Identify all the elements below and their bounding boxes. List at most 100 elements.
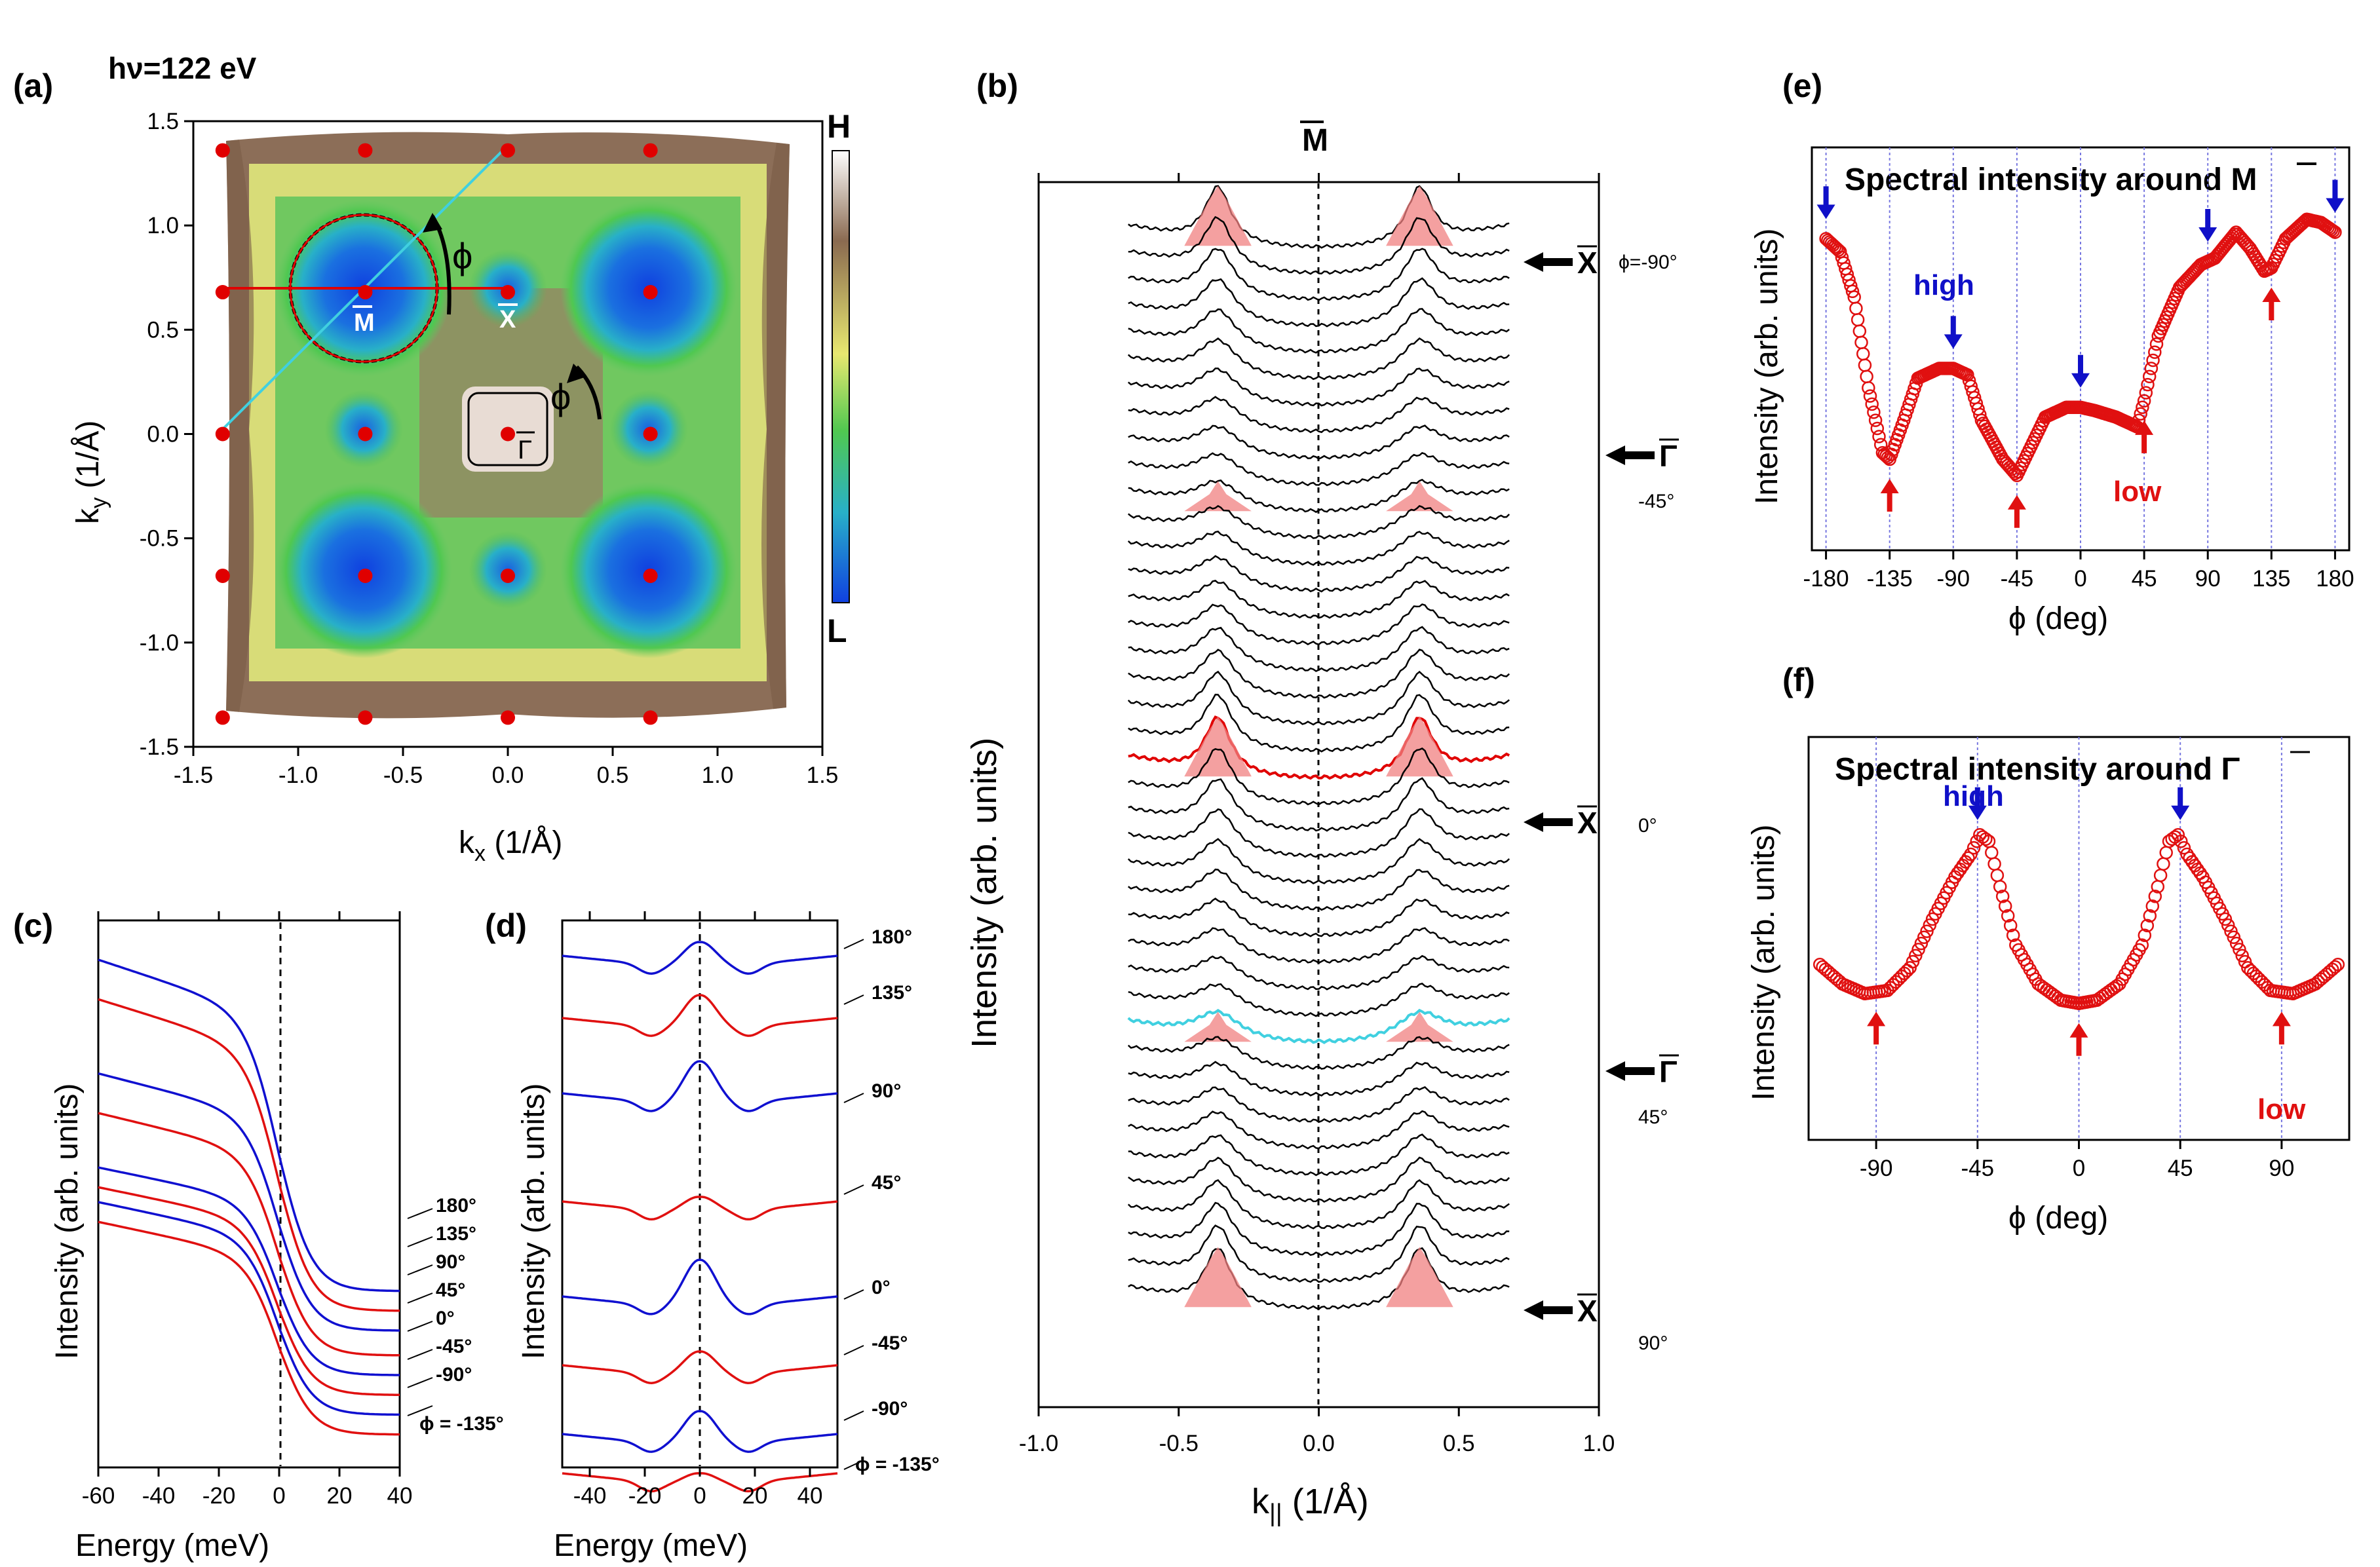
- d-curve-3: [562, 1196, 838, 1221]
- b-peak-fill-40-0: [1184, 1247, 1252, 1308]
- f-low-arrow-0: [1867, 1011, 1886, 1045]
- d-label-pointer-4: [843, 1289, 864, 1300]
- e-point-183: [2134, 407, 2147, 421]
- e-point-182: [2132, 413, 2146, 427]
- panel-e-data-points: [1819, 212, 2342, 483]
- d-curve-label-2: 90°: [872, 1080, 901, 1102]
- e-point-27: [1867, 405, 1881, 419]
- e-point-88: [1973, 407, 1987, 422]
- m-point-label: M: [354, 309, 375, 337]
- b-angle-label-4: 90°: [1638, 1332, 1668, 1354]
- f-point-35: [1911, 943, 1925, 956]
- panel-b-annotations: X Γ X Γ Xϕ=-90° -45° 0° 45° 90°: [1524, 245, 1679, 1354]
- lattice-point-3: [643, 143, 658, 158]
- b-curve-7: [1128, 396, 1510, 434]
- a-xtick-label-3: 0.0: [492, 763, 524, 788]
- f-xtick-label-2: 0: [2073, 1156, 2085, 1181]
- b-curve-28: [1128, 954, 1510, 991]
- c-curve-1: [98, 998, 400, 1312]
- e-point-18: [1851, 312, 1865, 327]
- e-point-24: [1862, 381, 1875, 395]
- panel-c-ylabel: Intensity (arb. units): [50, 1084, 85, 1360]
- panel-e-markers: [1816, 179, 2345, 528]
- b-curve-3: [1128, 277, 1510, 328]
- lattice-points: [215, 143, 658, 725]
- e-high-arrow-1: [1944, 316, 1963, 349]
- colorbar: [832, 150, 850, 603]
- c-label-pointer-2: [407, 1264, 433, 1275]
- e-low-arrow-0: [1880, 479, 1899, 512]
- d-xtick-label-0: -40: [573, 1483, 607, 1509]
- a-ytick-label-0: -1.5: [140, 734, 179, 760]
- f-point-130: [2174, 834, 2188, 848]
- c-xtick-label-1: -40: [142, 1483, 176, 1509]
- f-point-125: [2159, 846, 2173, 859]
- e-point-187: [2141, 377, 2155, 392]
- f-point-54: [1964, 847, 1978, 861]
- lattice-point-7: [643, 285, 658, 300]
- b-curve-30: [1127, 1008, 1510, 1044]
- lattice-point-6: [501, 285, 515, 300]
- b-curve-5: [1127, 337, 1510, 381]
- e-point-191: [2148, 345, 2162, 359]
- panel-b-label: (b): [976, 67, 1018, 104]
- f-point-149: [2227, 930, 2241, 945]
- d-label-pointer-7: [843, 1460, 864, 1470]
- b-curve-31: [1127, 1036, 1510, 1070]
- e-point-190: [2146, 353, 2160, 368]
- lattice-point-9: [358, 426, 373, 442]
- b-xtick-label-0: -1.0: [1019, 1431, 1058, 1456]
- f-xtick-label-3: 45: [2168, 1156, 2193, 1181]
- f-point-119: [2143, 909, 2157, 923]
- panel-f-data-points: [1813, 828, 2345, 1010]
- b-xtick-label-4: 1.0: [1583, 1431, 1615, 1456]
- e-high-arrow-3: [2198, 209, 2217, 242]
- lattice-point-18: [501, 710, 515, 725]
- c-xtick-label-3: 0: [273, 1483, 285, 1509]
- b-arrow-label-3: Γ: [1659, 1055, 1678, 1089]
- b-angle-label-2: 0°: [1638, 815, 1657, 837]
- b-peak-fill-30-1: [1386, 1011, 1453, 1042]
- panel-a-y-ticks: -1.5 -1.0 -0.5 0.0 0.5 1.0 1.5: [140, 109, 193, 760]
- panel-e-ylabel: Intensity (arb. units): [1750, 229, 1784, 505]
- b-curve-4: [1128, 308, 1510, 354]
- a-xtick-label-0: -1.5: [174, 763, 213, 788]
- b-curve-8: [1128, 425, 1510, 460]
- d-curve-label-5: -45°: [872, 1332, 908, 1354]
- b-curve-16: [1128, 626, 1510, 672]
- panel-e-label: (e): [1782, 67, 1822, 104]
- d-xtick-label-2: 0: [693, 1483, 706, 1509]
- b-curve-19: [1128, 694, 1510, 753]
- panel-c-frame: [97, 919, 401, 1469]
- d-curve-5: [562, 1350, 838, 1384]
- b-peak-fill-0-0: [1184, 185, 1252, 246]
- e-point-15: [1845, 284, 1860, 299]
- e-point-186: [2139, 386, 2153, 400]
- c-xtick-label-5: 40: [387, 1483, 413, 1509]
- f-point-34: [1909, 949, 1923, 962]
- lattice-point-5: [358, 285, 373, 300]
- e-point-19: [1852, 324, 1867, 338]
- d-curve-1: [562, 994, 838, 1037]
- b-curve-23: [1128, 808, 1510, 858]
- panel-f-gridlines: [1875, 737, 2282, 1140]
- c-curve-2: [98, 1072, 400, 1332]
- lattice-point-4: [215, 285, 230, 300]
- e-xtick-label-1: -135: [1867, 566, 1913, 592]
- b-arrow-label-4: X: [1577, 1294, 1598, 1328]
- b-peak-fill-0-1: [1386, 185, 1453, 246]
- f-point-39: [1923, 918, 1937, 932]
- b-curve-39: [1128, 1224, 1510, 1283]
- f-point-59: [1979, 832, 1993, 846]
- b-arrow-label-1: Γ: [1659, 439, 1678, 473]
- f-point-38: [1920, 924, 1934, 938]
- b-arrow-4: [1524, 1300, 1573, 1320]
- e-xtick-label-3: -45: [2001, 566, 2034, 592]
- f-xtick-label-0: -90: [1860, 1156, 1893, 1181]
- panel-e-title: Spectral intensity around M: [1845, 162, 2257, 197]
- b-curve-33: [1128, 1086, 1510, 1123]
- panel-d-curve-labels: 180° 135° 90° 45° 0° -45° -90° ϕ = -135°: [843, 926, 940, 1475]
- b-curve-37: [1127, 1179, 1510, 1230]
- f-point-66: [1998, 899, 2012, 913]
- d-label-pointer-1: [843, 994, 864, 1005]
